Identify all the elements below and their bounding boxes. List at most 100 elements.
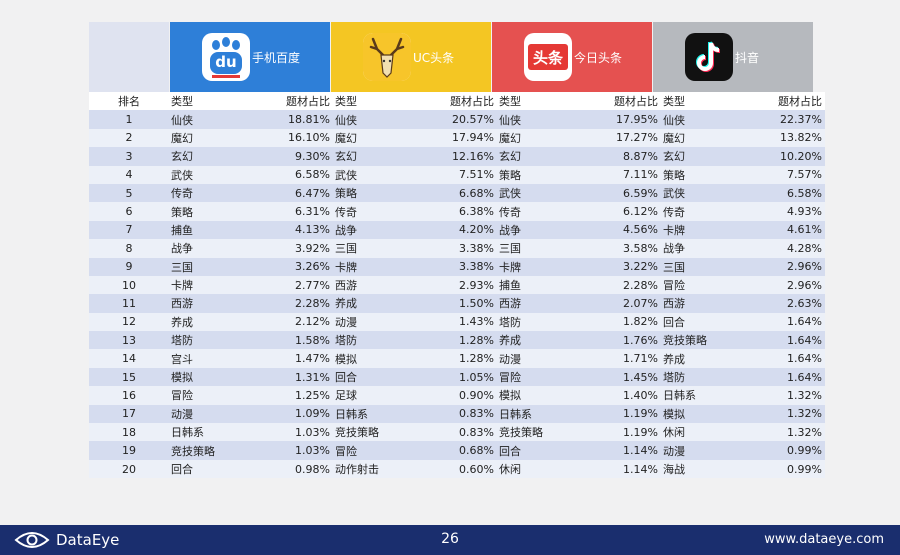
table-row: 2 魔幻 16.10% 魔幻 17.94% 魔幻 17.27% 魔幻 13.82%: [89, 128, 825, 148]
share-cell-douyin: 0.99%: [787, 462, 822, 476]
genre-cell-baidu: 宫斗: [171, 352, 193, 366]
header-share: 题材占比: [778, 95, 822, 109]
share-cell-baidu: 6.58%: [295, 168, 330, 182]
rank-cell: 13: [122, 333, 136, 347]
platform-header-uc: UC头条: [331, 22, 491, 92]
platform-name-uc: UC头条: [413, 50, 455, 65]
genre-cell-douyin: 战争: [663, 242, 685, 256]
table-row: 4 武侠 6.58% 武侠 7.51% 策略 7.11% 策略 7.57%: [89, 165, 825, 184]
share-cell-toutiao: 1.14%: [623, 462, 658, 476]
genre-cell-baidu: 战争: [171, 242, 193, 256]
share-cell-douyin: 1.32%: [787, 425, 822, 439]
share-cell-toutiao: 7.11%: [623, 168, 658, 182]
genre-cell-toutiao: 回合: [499, 444, 521, 458]
genre-cell-douyin: 策略: [663, 168, 685, 182]
genre-cell-douyin: 回合: [663, 315, 685, 329]
share-cell-toutiao: 8.87%: [623, 149, 658, 163]
dataeye-eye-logo-icon: [14, 532, 50, 548]
genre-cell-uc: 战争: [335, 223, 357, 237]
share-cell-baidu: 1.03%: [295, 425, 330, 439]
table-row: 10 卡牌 2.77% 西游 2.93% 捕鱼 2.28% 冒险 2.96%: [89, 275, 825, 295]
header-type: 类型: [335, 95, 357, 109]
uc-deer-logo-icon: [363, 33, 411, 81]
genre-cell-douyin: 海战: [663, 463, 685, 476]
platform-header-baidu: du 手机百度: [170, 22, 330, 92]
genre-cell-baidu: 冒险: [171, 389, 193, 403]
share-cell-uc: 1.43%: [459, 315, 494, 329]
genre-cell-baidu: 西游: [171, 297, 193, 311]
share-cell-baidu: 6.47%: [295, 186, 330, 200]
share-cell-douyin: 4.93%: [787, 205, 822, 219]
table-row: 12 养成 2.12% 动漫 1.43% 塔防 1.82% 回合 1.64%: [89, 312, 825, 332]
table-row: 1 仙侠 18.81% 仙侠 20.57% 仙侠 17.95% 仙侠 22.37%: [89, 110, 825, 129]
share-cell-baidu: 1.25%: [295, 388, 330, 402]
genre-cell-douyin: 西游: [663, 297, 685, 311]
douyin-logo-icon: [685, 33, 733, 81]
table-row: 11 西游 2.28% 养成 1.50% 西游 2.07% 西游 2.63%: [89, 294, 825, 313]
share-cell-uc: 2.93%: [459, 278, 494, 292]
genre-cell-uc: 竞技策略: [335, 426, 379, 440]
header-share: 题材占比: [450, 95, 494, 109]
rank-cell: 17: [122, 407, 136, 421]
share-cell-uc: 12.16%: [452, 149, 494, 163]
share-cell-toutiao: 1.14%: [623, 444, 658, 458]
header-share: 题材占比: [614, 95, 658, 109]
share-cell-uc: 1.05%: [459, 370, 494, 384]
rank-cell: 5: [125, 186, 133, 200]
table-row: 18 日韩系 1.03% 竞技策略 0.83% 竞技策略 1.19% 休闲 1.32%: [89, 423, 825, 442]
genre-cell-uc: 仙侠: [335, 113, 357, 127]
share-cell-douyin: 1.32%: [787, 388, 822, 402]
genre-cell-douyin: 模拟: [663, 407, 685, 421]
share-cell-douyin: 2.96%: [787, 260, 822, 274]
genre-cell-baidu: 养成: [171, 315, 193, 329]
share-cell-baidu: 1.09%: [295, 407, 330, 421]
share-cell-uc: 0.60%: [459, 462, 494, 476]
toutiao-logo-icon: 头条: [524, 33, 572, 81]
platform-header-douyin: 抖音: [653, 22, 813, 92]
genre-cell-uc: 策略: [335, 187, 357, 201]
share-cell-baidu: 2.77%: [295, 278, 330, 292]
share-cell-douyin: 6.58%: [787, 186, 822, 200]
genre-cell-douyin: 卡牌: [663, 223, 685, 237]
share-cell-douyin: 4.61%: [787, 223, 822, 237]
genre-cell-uc: 卡牌: [335, 260, 357, 274]
header-rank: 排名: [118, 95, 140, 109]
genre-cell-baidu: 回合: [171, 463, 193, 476]
genre-cell-uc: 西游: [335, 279, 357, 293]
rank-cell: 7: [125, 223, 133, 237]
genre-cell-uc: 回合: [335, 371, 357, 385]
rank-cell: 1: [125, 113, 133, 127]
genre-cell-douyin: 魔幻: [663, 131, 685, 145]
share-cell-baidu: 9.30%: [295, 149, 330, 163]
share-cell-uc: 20.57%: [452, 113, 494, 127]
share-cell-uc: 0.90%: [459, 388, 494, 402]
genre-cell-baidu: 竞技策略: [171, 444, 215, 458]
genre-cell-toutiao: 日韩系: [499, 407, 532, 421]
share-cell-uc: 1.28%: [459, 352, 494, 366]
genre-cell-douyin: 三国: [663, 260, 685, 274]
platform-header-toutiao: 头条 今日头条: [492, 22, 652, 92]
genre-cell-uc: 动作射击: [335, 463, 379, 476]
genre-ranking-table: 排名 类型 题材占比 类型 题材占比 类型 题材占比 类型 题材占比 1 仙侠 18…: [89, 92, 825, 479]
share-cell-baidu: 1.47%: [295, 352, 330, 366]
share-cell-douyin: 4.28%: [787, 241, 822, 255]
share-cell-toutiao: 1.82%: [623, 315, 658, 329]
share-cell-douyin: 2.63%: [787, 296, 822, 310]
genre-cell-uc: 三国: [335, 242, 357, 256]
table-header-row: 排名 类型 题材占比 类型 题材占比 类型 题材占比 类型 题材占比: [89, 92, 825, 111]
rank-cell: 20: [122, 462, 136, 476]
rank-cell: 3: [125, 149, 133, 163]
share-cell-toutiao: 1.40%: [623, 388, 658, 402]
share-cell-uc: 0.83%: [459, 425, 494, 439]
share-cell-toutiao: 3.22%: [623, 260, 658, 274]
table-row: 16 冒险 1.25% 足球 0.90% 模拟 1.40% 日韩系 1.32%: [89, 386, 825, 405]
baidu-logo-icon: du: [202, 33, 250, 81]
share-cell-uc: 6.38%: [459, 205, 494, 219]
rank-cell: 2: [125, 131, 133, 145]
header-blank-cell: [89, 22, 169, 92]
table-row: 3 玄幻 9.30% 玄幻 12.16% 玄幻 8.87% 玄幻 10.20%: [89, 147, 825, 166]
rank-cell: 9: [125, 260, 133, 274]
footer-url: www.dataeye.com: [764, 532, 884, 547]
rank-cell: 12: [122, 315, 136, 329]
rank-cell: 6: [125, 205, 133, 219]
